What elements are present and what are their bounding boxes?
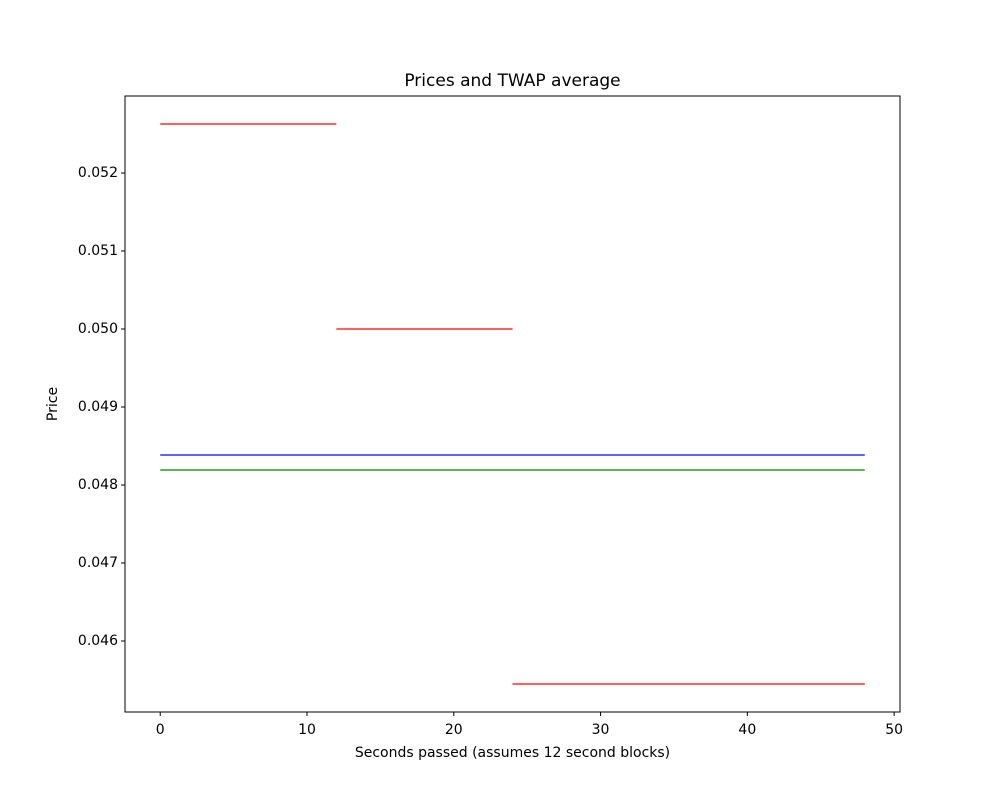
y-tick-label: 0.050 bbox=[78, 321, 118, 337]
y-tick-label: 0.052 bbox=[78, 165, 118, 181]
x-tick-label: 0 bbox=[156, 722, 165, 738]
x-tick-label: 10 bbox=[298, 722, 316, 738]
x-tick-label: 40 bbox=[738, 722, 756, 738]
x-tick-label: 20 bbox=[445, 722, 463, 738]
x-axis-label: Seconds passed (assumes 12 second blocks… bbox=[355, 745, 670, 761]
y-tick-label: 0.048 bbox=[78, 477, 118, 493]
chart-title: Prices and TWAP average bbox=[404, 71, 620, 91]
y-axis-label: Price bbox=[45, 387, 61, 421]
y-tick-label: 0.047 bbox=[78, 555, 118, 571]
y-tick-label: 0.046 bbox=[78, 633, 118, 649]
x-tick-label: 30 bbox=[592, 722, 610, 738]
y-tick-label: 0.049 bbox=[78, 399, 118, 415]
y-tick-label: 0.051 bbox=[78, 243, 118, 259]
x-tick-label: 50 bbox=[885, 722, 903, 738]
plot-frame bbox=[124, 95, 901, 713]
